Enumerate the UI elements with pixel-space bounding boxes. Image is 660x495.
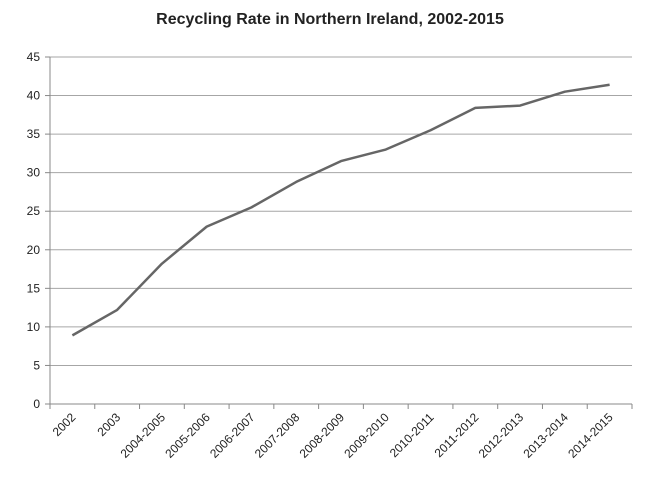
x-tick-label: 2008-2009: [297, 410, 348, 461]
y-tick-label: 35: [27, 127, 41, 141]
x-tick-label: 2006-2007: [207, 410, 258, 461]
x-tick-label: 2011-2012: [432, 410, 482, 460]
x-tick-label: 2013-2014: [520, 410, 571, 461]
x-tick-label: 2005-2006: [162, 410, 213, 461]
y-tick-label: 25: [27, 204, 41, 218]
y-tick-label: 5: [33, 358, 40, 372]
y-tick-label: 10: [27, 320, 41, 334]
x-tick-label: 2002: [50, 410, 79, 439]
x-tick-label: 2004-2005: [118, 410, 169, 461]
y-tick-label: 15: [27, 281, 41, 295]
x-tick-label: 2009-2010: [341, 410, 392, 461]
y-tick-label: 40: [27, 89, 41, 103]
x-tick-label: 2010-2011: [387, 410, 437, 460]
x-tick-label: 2007-2008: [252, 410, 303, 461]
x-tick-label: 2012-2013: [476, 410, 527, 461]
y-tick-label: 20: [27, 243, 41, 257]
y-tick-label: 45: [27, 50, 41, 64]
y-tick-label: 30: [27, 166, 41, 180]
x-tick-label: 2003: [94, 410, 123, 439]
x-tick-label: 2014-2015: [565, 410, 616, 461]
y-tick-label: 0: [33, 397, 40, 411]
data-line: [71, 83, 610, 337]
chart-title: Recycling Rate in Northern Ireland, 2002…: [156, 11, 504, 28]
